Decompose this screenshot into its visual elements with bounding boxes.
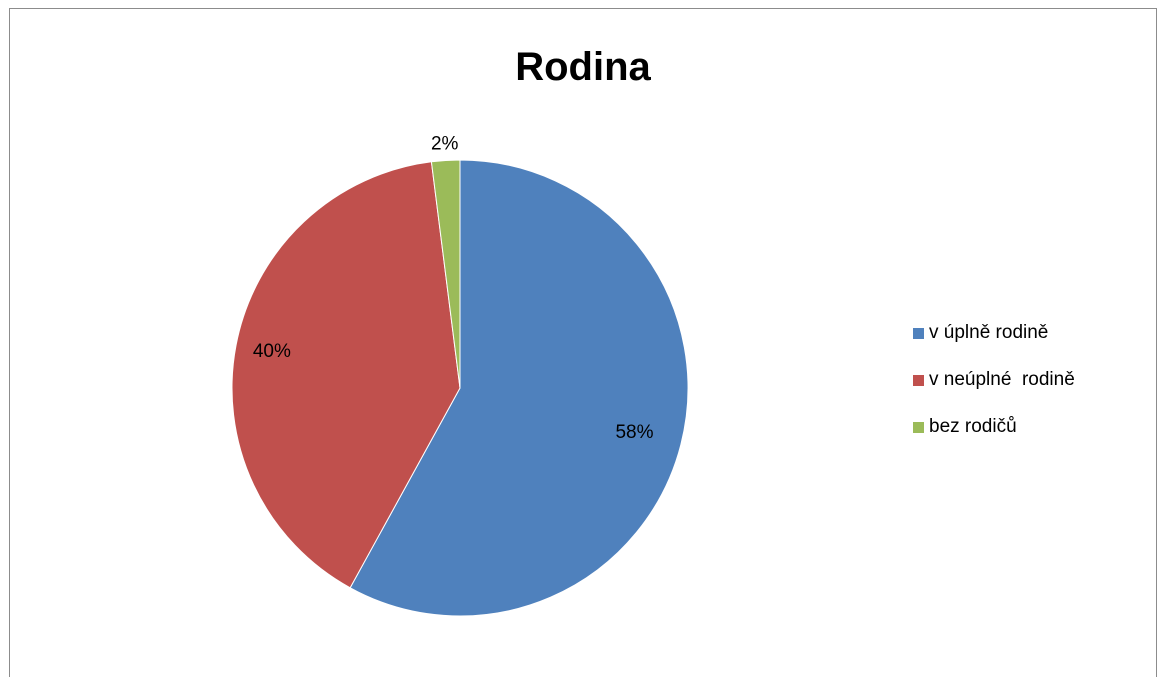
legend-item-incomplete-family: v neúplné rodině xyxy=(913,368,1075,392)
data-label-without-parents: 2% xyxy=(431,134,459,155)
legend-swatch-without-parents xyxy=(913,422,924,433)
legend-item-full-family: v úplně rodině xyxy=(913,321,1075,345)
pie-slices xyxy=(232,160,688,616)
legend-swatch-full-family xyxy=(913,328,924,339)
legend-label-incomplete-family: v neúplné rodině xyxy=(929,369,1075,391)
legend-item-without-parents: bez rodičů xyxy=(913,415,1075,439)
data-label-full-family: 58% xyxy=(615,422,653,443)
legend-label-without-parents: bez rodičů xyxy=(929,416,1017,438)
data-label-incomplete-family: 40% xyxy=(253,341,291,362)
legend-label-full-family: v úplně rodině xyxy=(929,322,1048,344)
chart-legend: v úplně rodině v neúplné rodině bez rodi… xyxy=(913,321,1075,462)
legend-swatch-incomplete-family xyxy=(913,375,924,386)
